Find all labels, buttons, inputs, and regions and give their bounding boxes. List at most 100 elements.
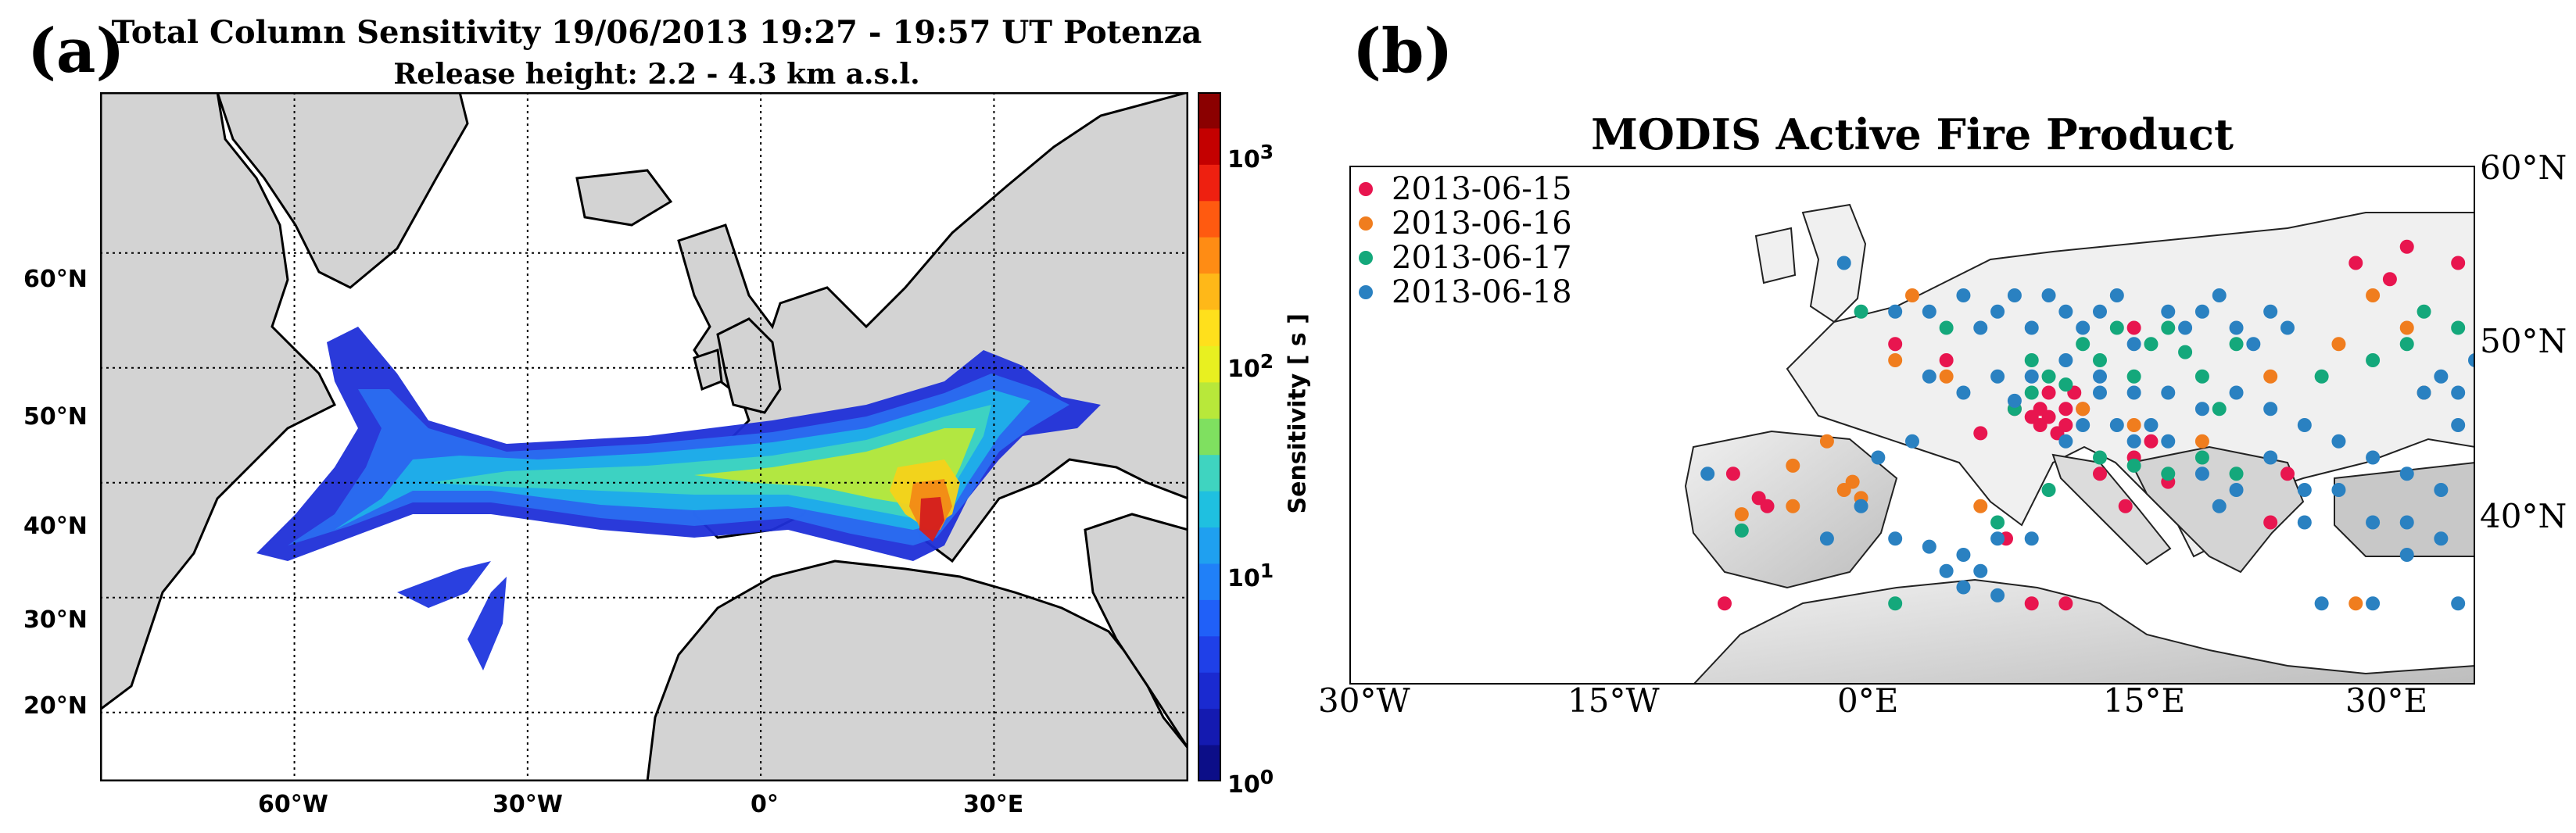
fire-point <box>2417 385 2431 400</box>
fire-point <box>2161 434 2176 449</box>
fire-point <box>2417 304 2431 319</box>
fire-point <box>2058 434 2073 449</box>
fire-point <box>1922 369 1936 384</box>
legend-dot-icon <box>1359 285 1373 299</box>
fire-point <box>2263 402 2278 417</box>
fire-point <box>1888 353 1903 367</box>
fire-point <box>2126 385 2141 400</box>
fire-point <box>1990 588 2005 602</box>
fire-point <box>2118 499 2133 513</box>
colorbar-segment <box>1198 128 1221 166</box>
fire-point <box>2007 288 2022 302</box>
fire-point <box>2161 385 2176 400</box>
fire-point <box>1956 288 1971 302</box>
fire-point <box>1700 467 1715 481</box>
fire-point <box>1990 304 2005 319</box>
colorbar-segment <box>1198 418 1221 456</box>
legend-dot-icon <box>1359 251 1373 265</box>
b-y-tick-60n: 60°N <box>2480 148 2567 187</box>
fire-point <box>2161 467 2176 481</box>
fire-point <box>1939 353 1954 367</box>
fire-point <box>1836 256 1851 270</box>
fire-point <box>1939 369 1954 384</box>
sensitivity-colorbar <box>1198 92 1221 781</box>
italy-landmass <box>2051 453 2172 566</box>
fire-point <box>1905 288 1919 302</box>
fire-point <box>2229 385 2244 400</box>
fire-point <box>1888 531 1903 546</box>
africa-landmass <box>646 560 1188 781</box>
colorbar-segment <box>1198 636 1221 674</box>
colorbar-tick-1000: 103 <box>1227 141 1274 173</box>
y-tick-30n: 30°N <box>23 606 88 634</box>
x-tick-60w: 60°W <box>258 791 328 818</box>
fire-point <box>2229 483 2244 497</box>
colorbar-segment <box>1198 709 1221 746</box>
fire-point <box>1990 369 2005 384</box>
b-x-tick-15w: 15°W <box>1567 681 1660 720</box>
fire-point <box>1939 563 1954 578</box>
panel-a-subtitle: Release height: 2.2 - 4.3 km a.s.l. <box>393 58 920 91</box>
fire-point <box>2024 385 2039 400</box>
fire-point <box>2194 402 2209 417</box>
fire-point <box>2451 418 2466 432</box>
fire-point <box>2331 434 2346 449</box>
legend-dot-icon <box>1359 182 1373 196</box>
fire-point <box>2451 320 2466 335</box>
colorbar-tick-100: 102 <box>1227 350 1274 383</box>
legend-item: 2013-06-15 <box>1359 171 1572 207</box>
fire-point <box>2161 304 2176 319</box>
b-y-tick-50n: 50°N <box>2480 322 2567 360</box>
fire-point <box>2212 288 2227 302</box>
legend-item: 2013-06-17 <box>1359 240 1572 276</box>
fire-point <box>1786 458 1800 473</box>
fire-point <box>1888 596 1903 611</box>
fire-point <box>1819 434 1834 449</box>
fire-legend: 2013-06-15 2013-06-16 2013-06-17 2013-06… <box>1359 171 1572 310</box>
fire-point <box>2297 515 2312 530</box>
map-a-frame <box>100 92 1188 781</box>
fire-point <box>2109 320 2124 335</box>
legend-item: 2013-06-18 <box>1359 274 1572 310</box>
fire-point <box>2451 385 2466 400</box>
fire-point <box>2348 596 2363 611</box>
x-tick-30w: 30°W <box>493 791 563 818</box>
fire-point <box>2194 369 2209 384</box>
y-tick-20n: 20°N <box>23 692 88 720</box>
fire-point <box>2076 402 2091 417</box>
fire-point <box>1990 531 2005 546</box>
fire-point <box>2348 256 2363 270</box>
fire-point <box>2126 369 2141 384</box>
colorbar-segment <box>1198 527 1221 565</box>
fire-point <box>2246 337 2261 352</box>
fire-point <box>1956 548 1971 562</box>
fire-point <box>2468 353 2475 367</box>
fire-point <box>2126 418 2141 432</box>
fire-point <box>2366 353 2381 367</box>
fire-point <box>2178 345 2193 359</box>
fire-point <box>2194 304 2209 319</box>
b-x-tick-30e: 30°E <box>2345 681 2428 720</box>
colorbar-segment <box>1198 92 1221 130</box>
fire-point <box>2024 596 2039 611</box>
y-tick-40n: 40°N <box>23 513 88 540</box>
fire-point <box>2058 418 2073 432</box>
fire-point <box>1718 596 1732 611</box>
uk-landmass <box>1801 203 1867 324</box>
fire-point <box>2194 450 2209 465</box>
fire-point <box>2280 467 2295 481</box>
colorbar-tick-10: 101 <box>1227 560 1274 592</box>
colorbar-segment <box>1198 745 1221 781</box>
fire-point <box>2331 337 2346 352</box>
fire-point <box>1819 531 1834 546</box>
fire-point <box>2076 418 2091 432</box>
legend-label: 2013-06-16 <box>1392 206 1572 241</box>
fire-point <box>2126 458 2141 473</box>
fire-point <box>2109 418 2124 432</box>
fire-point <box>2058 304 2073 319</box>
fire-point <box>2212 499 2227 513</box>
colorbar-segment <box>1198 237 1221 275</box>
fire-points <box>1700 239 2475 611</box>
fire-point <box>2076 337 2091 352</box>
fire-point <box>2058 353 2073 367</box>
